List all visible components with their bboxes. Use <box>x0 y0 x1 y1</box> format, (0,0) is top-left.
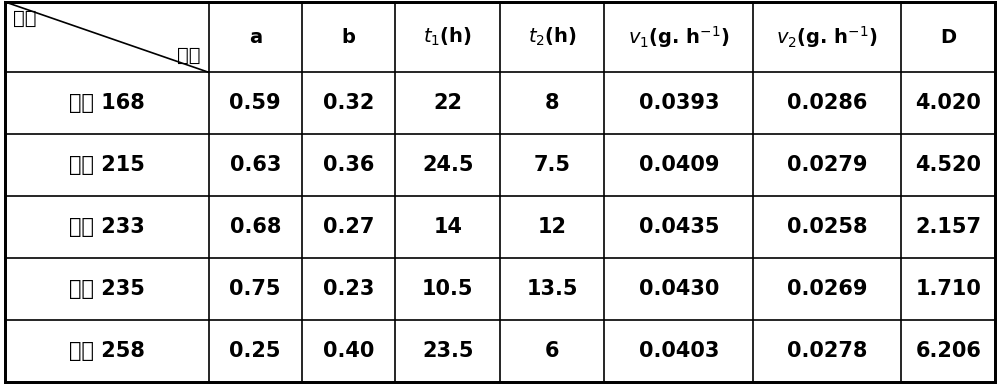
Text: 13.5: 13.5 <box>526 279 578 299</box>
Text: 品系 233: 品系 233 <box>69 217 145 237</box>
Text: 12: 12 <box>538 217 567 237</box>
Text: 22: 22 <box>433 93 462 113</box>
Text: 品系: 品系 <box>13 9 36 28</box>
Text: 6.206: 6.206 <box>915 341 981 361</box>
Text: 0.0409: 0.0409 <box>639 155 719 175</box>
Text: 6: 6 <box>545 341 559 361</box>
Text: D: D <box>940 28 956 46</box>
Text: 0.0269: 0.0269 <box>787 279 867 299</box>
Text: 0.40: 0.40 <box>323 341 374 361</box>
Text: $t_1$(h): $t_1$(h) <box>423 26 472 48</box>
Text: 23.5: 23.5 <box>422 341 474 361</box>
Text: 0.0258: 0.0258 <box>787 217 867 237</box>
Text: 14: 14 <box>433 217 462 237</box>
Text: 4.520: 4.520 <box>915 155 981 175</box>
Text: 0.0403: 0.0403 <box>639 341 719 361</box>
Text: 0.25: 0.25 <box>229 341 281 361</box>
Text: 2.157: 2.157 <box>915 217 981 237</box>
Text: a: a <box>249 28 262 46</box>
Text: 4.020: 4.020 <box>915 93 981 113</box>
Text: b: b <box>342 28 356 46</box>
Text: 0.0286: 0.0286 <box>787 93 867 113</box>
Text: 1.710: 1.710 <box>915 279 981 299</box>
Text: 0.0278: 0.0278 <box>787 341 867 361</box>
Text: 0.0393: 0.0393 <box>639 93 719 113</box>
Text: 0.0279: 0.0279 <box>787 155 867 175</box>
Text: 7.5: 7.5 <box>534 155 571 175</box>
Text: $t_2$(h): $t_2$(h) <box>528 26 577 48</box>
Text: 0.23: 0.23 <box>323 279 374 299</box>
Text: 0.0430: 0.0430 <box>639 279 719 299</box>
Text: 0.32: 0.32 <box>323 93 374 113</box>
Text: 0.68: 0.68 <box>230 217 281 237</box>
Text: 10.5: 10.5 <box>422 279 474 299</box>
Text: 24.5: 24.5 <box>422 155 474 175</box>
Text: 0.0435: 0.0435 <box>639 217 719 237</box>
Text: 0.63: 0.63 <box>230 155 281 175</box>
Text: $v_2$(g. h$^{-1}$): $v_2$(g. h$^{-1}$) <box>776 24 878 50</box>
Text: 8: 8 <box>545 93 559 113</box>
Text: 品系 258: 品系 258 <box>69 341 145 361</box>
Text: 品系 215: 品系 215 <box>69 155 145 175</box>
Text: 0.27: 0.27 <box>323 217 374 237</box>
Text: 0.75: 0.75 <box>229 279 281 299</box>
Text: 品系 235: 品系 235 <box>69 279 145 299</box>
Text: 品系 168: 品系 168 <box>69 93 145 113</box>
Text: 0.59: 0.59 <box>229 93 281 113</box>
Text: 参数: 参数 <box>177 46 200 65</box>
Text: $v_1$(g. h$^{-1}$): $v_1$(g. h$^{-1}$) <box>628 24 730 50</box>
Text: 0.36: 0.36 <box>323 155 374 175</box>
